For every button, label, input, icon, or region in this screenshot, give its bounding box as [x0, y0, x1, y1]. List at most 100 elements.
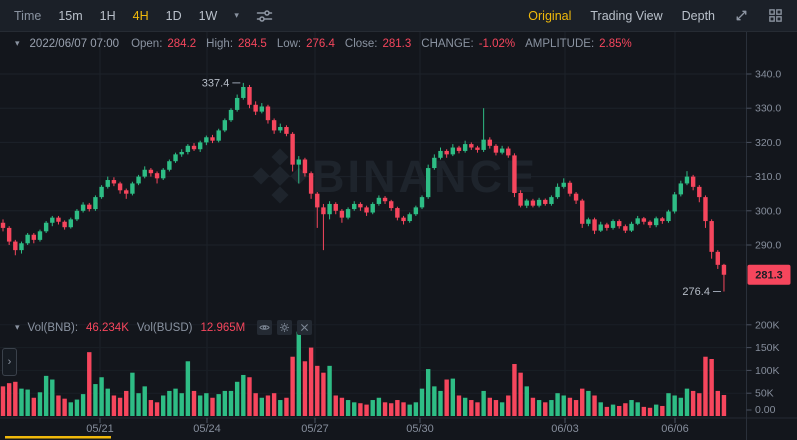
- candle: [684, 176, 690, 184]
- candle: [315, 193, 320, 208]
- candle: [56, 217, 61, 222]
- volume-bar: [512, 364, 517, 416]
- interval-dropdown-icon[interactable]: ▾: [234, 10, 239, 20]
- candle: [543, 199, 548, 204]
- candle: [580, 200, 585, 224]
- interval-15m[interactable]: 15m: [58, 8, 83, 23]
- volume-collapse-caret-icon[interactable]: ▾: [15, 322, 20, 332]
- volume-bar: [623, 403, 628, 416]
- low-value: 276.4: [306, 37, 335, 50]
- candle: [469, 144, 474, 148]
- candles: [0, 82, 727, 292]
- volume-bar: [721, 395, 727, 416]
- interval-group: Time 15m 1H 4H 1D 1W ▾: [14, 9, 273, 23]
- candle: [296, 159, 301, 165]
- candle: [382, 197, 388, 202]
- collapse-caret-icon[interactable]: ▾: [15, 38, 20, 48]
- candle: [438, 150, 443, 158]
- candle: [432, 157, 437, 169]
- volume-bar: [617, 405, 622, 416]
- candle: [376, 197, 382, 204]
- volume-bar: [697, 393, 702, 416]
- svg-text:290.0: 290.0: [755, 240, 781, 252]
- view-tradingview[interactable]: Trading View: [590, 8, 663, 23]
- close-icon[interactable]: [297, 320, 313, 335]
- interval-1h[interactable]: 1H: [99, 8, 116, 23]
- candle: [124, 190, 129, 194]
- candle: [672, 194, 677, 212]
- candle: [678, 183, 684, 195]
- volume-bar: [302, 361, 308, 416]
- candle: [623, 226, 628, 231]
- gear-icon[interactable]: [277, 320, 293, 335]
- svg-text:BINANCE: BINANCE: [312, 151, 538, 202]
- volume-bar: [536, 400, 542, 416]
- interval-1w[interactable]: 1W: [198, 8, 218, 23]
- interval-1d[interactable]: 1D: [165, 8, 182, 23]
- interval-4h[interactable]: 4H: [132, 8, 149, 23]
- eye-icon[interactable]: [257, 320, 273, 335]
- amplitude-value: 2.85%: [599, 37, 632, 50]
- volume-bar: [573, 400, 579, 416]
- layout-grid-icon[interactable]: [768, 8, 783, 23]
- volume-bar: [74, 399, 80, 416]
- volume-bar: [444, 379, 449, 416]
- time-axis[interactable]: [99, 418, 676, 423]
- volume-bar: [105, 388, 110, 416]
- volume-bar: [715, 390, 720, 416]
- view-original[interactable]: Original: [528, 8, 572, 23]
- candle: [68, 219, 73, 228]
- volume-bar: [278, 400, 283, 416]
- volume-bar: [62, 398, 67, 416]
- candle: [573, 193, 579, 201]
- candle: [690, 176, 696, 187]
- candle: [13, 241, 18, 251]
- candle: [111, 180, 117, 184]
- volume-bar: [142, 386, 147, 416]
- volume-bar: [549, 400, 554, 416]
- volume-bar: [684, 388, 690, 416]
- candle: [31, 234, 37, 240]
- view-depth[interactable]: Depth: [681, 8, 715, 23]
- volume-bar: [290, 356, 295, 416]
- candle: [617, 221, 622, 227]
- close-label: Close:: [344, 37, 378, 50]
- candle: [179, 151, 184, 155]
- candle: [475, 147, 480, 150]
- candle: [154, 173, 160, 179]
- candle: [395, 208, 400, 218]
- candle: [660, 218, 665, 222]
- panel-expand-button[interactable]: ›: [2, 348, 17, 376]
- volume-bar: [352, 402, 357, 416]
- candle: [25, 234, 30, 244]
- ohlc-info-bar: ▾ 2022/06/07 07:00 Open: 284.2 High: 284.5…: [0, 32, 632, 55]
- candle: [450, 147, 456, 155]
- volume-bar: [204, 393, 209, 416]
- high-value: 284.5: [238, 37, 267, 50]
- volume-bar: [167, 390, 172, 416]
- volume-bar: [604, 406, 610, 416]
- candle: [506, 148, 511, 156]
- candle: [635, 218, 640, 224]
- volume-bar: [456, 395, 462, 416]
- chart-toolbar: Time 15m 1H 4H 1D 1W ▾ Original Trading …: [0, 0, 797, 32]
- svg-text:0.00: 0.00: [755, 404, 776, 416]
- candle: [271, 120, 277, 131]
- price-axis[interactable]: [746, 73, 752, 411]
- volume-bar: [87, 352, 92, 416]
- candle: [62, 221, 67, 228]
- candle: [709, 221, 714, 252]
- candle: [462, 144, 468, 151]
- candle: [493, 145, 499, 153]
- svg-text:05/21: 05/21: [86, 423, 114, 435]
- volume-bar: [124, 390, 129, 416]
- svg-text:276.4: 276.4: [682, 286, 710, 298]
- svg-text:281.3: 281.3: [755, 270, 783, 282]
- candle: [87, 204, 92, 210]
- volume-bar: [25, 389, 30, 416]
- fullscreen-expand-icon[interactable]: [734, 8, 749, 23]
- candle: [37, 231, 43, 240]
- indicator-settings-icon[interactable]: [256, 9, 273, 23]
- volume-bar: [327, 365, 332, 416]
